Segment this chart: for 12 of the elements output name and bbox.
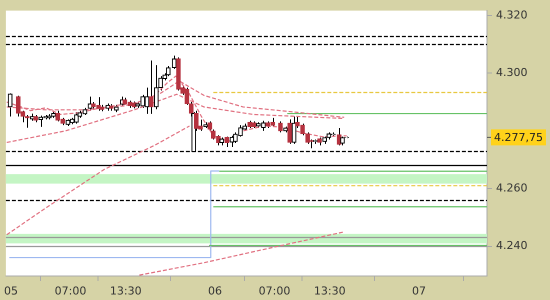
x-tick-label: 07 (412, 284, 426, 298)
y-tick-label: 4.320 (496, 8, 528, 22)
y-tick-label: 4.300 (496, 66, 528, 80)
y-tick-label: 4.260 (496, 181, 528, 194)
x-tick-label: 07:00 (54, 284, 86, 298)
y-tick-label: 4.240 (496, 239, 528, 252)
x-tick-label: 06 (208, 284, 222, 298)
x-tick-label: 07:00 (258, 284, 290, 298)
x-tick-label: 13:30 (110, 284, 142, 298)
text: 4.277,75 (494, 131, 543, 144)
x-tick-label: 13:30 (314, 284, 346, 298)
x-tick-label: 05 (4, 284, 18, 298)
